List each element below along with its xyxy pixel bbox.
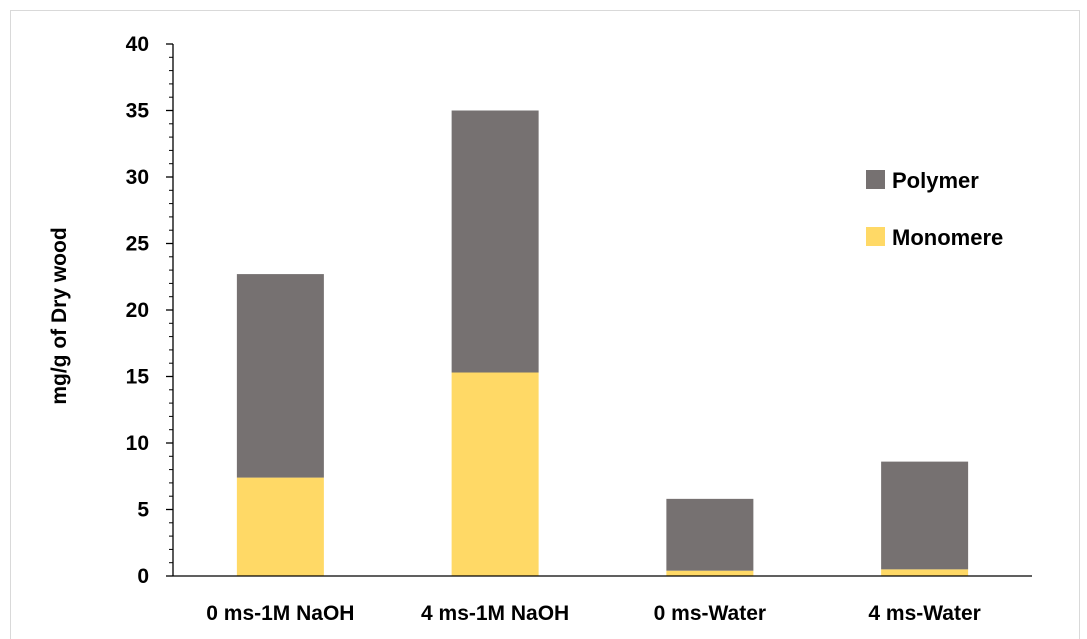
x-category-label: 0 ms-1M NaOH (206, 602, 354, 625)
bar-monomere-1 (236, 477, 324, 576)
bar-monomere-2 (451, 372, 539, 576)
y-tick-label: 25 (126, 233, 150, 256)
y-tick-label: 30 (126, 166, 149, 189)
bar-polymer-1 (236, 274, 324, 478)
x-category-label: 4 ms-Water (868, 602, 980, 625)
axes (172, 44, 1032, 577)
y-tick-label: 35 (126, 100, 150, 123)
legend-label-monomere: Monomere (892, 225, 1003, 250)
bar-polymer-2 (451, 110, 539, 373)
legend-swatch-polymer (866, 170, 885, 189)
bars (236, 110, 969, 576)
x-axis-labels: 0 ms-1M NaOH 4 ms-1M NaOH 0 ms-Water 4 ms-W… (206, 602, 981, 625)
bar-monomere-4 (881, 569, 969, 576)
legend-swatch-monomere (866, 227, 885, 246)
y-tick-label: 0 (137, 565, 149, 588)
x-category-label: 0 ms-Water (654, 602, 766, 625)
legend: Polymer Monomere (866, 168, 1003, 250)
bar-polymer-4 (881, 461, 969, 570)
bar-monomere-3 (666, 570, 754, 576)
y-tick-label: 10 (126, 432, 149, 455)
y-tick-label: 15 (126, 366, 150, 389)
y-tick-label: 20 (126, 299, 149, 322)
chart-frame (10, 10, 1080, 639)
legend-label-polymer: Polymer (892, 168, 979, 193)
x-category-label: 4 ms-1M NaOH (421, 602, 569, 625)
y-tick-label: 5 (137, 499, 149, 522)
bar-polymer-3 (666, 498, 754, 571)
y-axis-ticks: 0 5 10 15 20 25 30 35 40 (126, 33, 173, 588)
y-tick-label: 40 (126, 33, 149, 56)
y-axis-title: mg/g of Dry wood (48, 227, 71, 404)
